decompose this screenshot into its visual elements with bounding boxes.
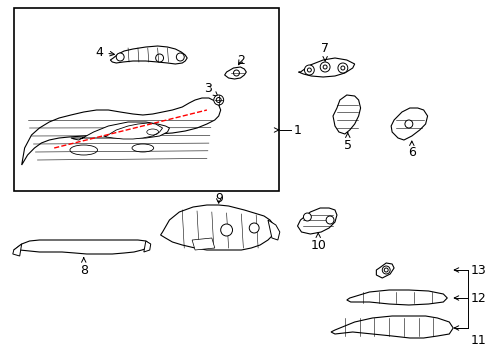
Circle shape — [249, 223, 259, 233]
Text: 10: 10 — [310, 233, 325, 252]
Text: 7: 7 — [321, 41, 328, 61]
Circle shape — [176, 53, 184, 61]
Polygon shape — [267, 220, 279, 240]
Text: 1: 1 — [293, 123, 301, 136]
Circle shape — [233, 70, 239, 76]
Text: 3: 3 — [203, 81, 218, 96]
Circle shape — [155, 54, 163, 62]
Text: 8: 8 — [80, 258, 87, 276]
Polygon shape — [71, 122, 169, 140]
Text: 6: 6 — [407, 141, 415, 158]
Circle shape — [320, 62, 329, 72]
Text: 13: 13 — [470, 264, 486, 276]
Polygon shape — [192, 238, 214, 250]
Polygon shape — [332, 95, 360, 134]
Circle shape — [304, 65, 314, 75]
Circle shape — [213, 95, 223, 105]
Text: 4: 4 — [95, 45, 114, 59]
Circle shape — [404, 120, 412, 128]
Text: 9: 9 — [214, 192, 222, 204]
Circle shape — [323, 65, 326, 69]
Polygon shape — [376, 263, 393, 278]
Circle shape — [340, 66, 344, 70]
Polygon shape — [330, 316, 452, 338]
Circle shape — [337, 63, 347, 73]
Polygon shape — [110, 46, 187, 64]
Circle shape — [307, 68, 311, 72]
Polygon shape — [390, 108, 427, 140]
Polygon shape — [13, 244, 21, 256]
Circle shape — [220, 224, 232, 236]
Circle shape — [216, 98, 221, 103]
Text: 12: 12 — [470, 292, 486, 305]
Polygon shape — [143, 241, 150, 252]
Polygon shape — [103, 123, 162, 139]
Circle shape — [325, 216, 333, 224]
Polygon shape — [14, 8, 278, 191]
Polygon shape — [160, 205, 275, 250]
Circle shape — [303, 213, 311, 221]
Polygon shape — [21, 98, 220, 165]
Polygon shape — [297, 208, 336, 234]
Polygon shape — [224, 67, 246, 79]
Circle shape — [116, 53, 124, 61]
Polygon shape — [14, 240, 149, 254]
Text: 2: 2 — [237, 54, 245, 67]
Circle shape — [382, 266, 389, 274]
Polygon shape — [298, 58, 354, 77]
Text: 11: 11 — [470, 333, 486, 346]
Text: 5: 5 — [343, 133, 351, 152]
Polygon shape — [346, 290, 447, 305]
Circle shape — [384, 268, 387, 272]
